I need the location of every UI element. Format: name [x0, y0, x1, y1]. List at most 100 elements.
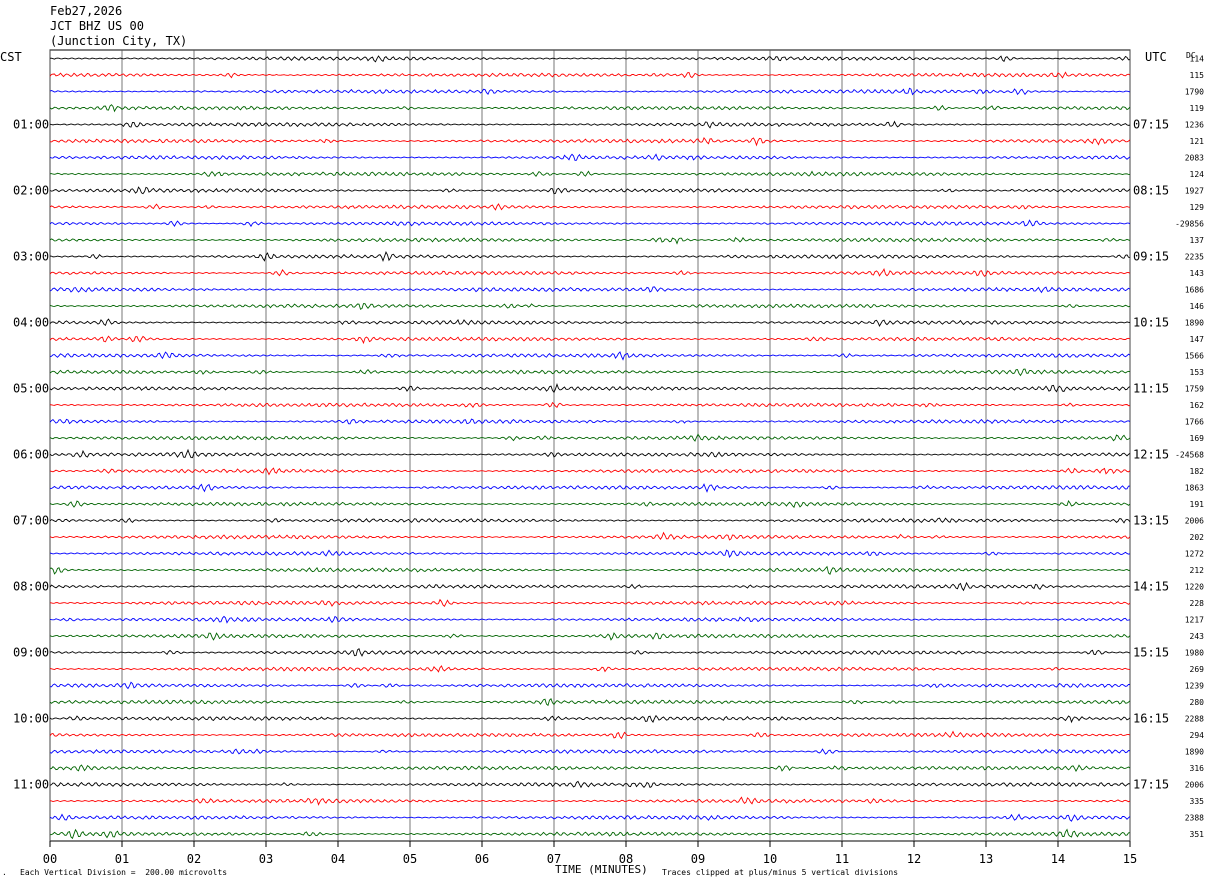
seismic-trace [49, 120, 1131, 129]
seismic-trace [49, 153, 1131, 161]
dc-offset-label: 269 [1190, 665, 1205, 674]
seismic-trace [49, 665, 1131, 673]
dc-offset-label: 316 [1190, 764, 1205, 773]
seismic-trace [49, 581, 1131, 592]
seismic-trace [49, 303, 1131, 310]
dc-offset-label: 1863 [1185, 484, 1204, 493]
seismic-trace [49, 517, 1131, 524]
seismic-trace [49, 368, 1131, 377]
seismic-trace [49, 647, 1131, 657]
cst-hour-label: 09:00 [13, 646, 49, 660]
dc-offset-label: 191 [1190, 500, 1205, 509]
utc-hour-label: 12:15 [1133, 448, 1169, 462]
dc-offset-label: 153 [1190, 368, 1205, 377]
x-tick-label: 01 [115, 852, 129, 866]
seismic-trace [49, 351, 1131, 361]
x-tick-label: 08 [619, 852, 633, 866]
dc-offset-label: 1890 [1185, 319, 1204, 328]
vertical-scale-note: Each Vertical Division = 200.00 microvol… [20, 868, 228, 877]
x-tick-label: 14 [1051, 852, 1065, 866]
dc-offset-label: 1239 [1185, 682, 1204, 691]
dc-offset-label: 1759 [1185, 385, 1204, 394]
corner-mark: . [2, 868, 7, 877]
seismic-trace [49, 615, 1131, 624]
x-tick-label: 15 [1123, 852, 1137, 866]
dc-offset-label: 1220 [1185, 583, 1204, 592]
utc-hour-label: 07:15 [1133, 118, 1169, 132]
utc-hour-label: 17:15 [1133, 778, 1169, 792]
dc-offset-label: 2083 [1185, 154, 1204, 163]
utc-axis-title: UTC [1145, 50, 1167, 64]
dc-offset-label: 243 [1190, 632, 1205, 641]
x-tick-label: 12 [907, 852, 921, 866]
seismic-trace [49, 483, 1131, 493]
dc-offset-label: 1217 [1185, 616, 1204, 625]
dc-offset-label: 169 [1190, 434, 1205, 443]
seismic-trace [49, 286, 1131, 294]
seismic-trace [49, 382, 1131, 394]
seismic-trace [49, 796, 1131, 806]
utc-hour-label: 10:15 [1133, 316, 1169, 330]
seismic-trace [49, 87, 1131, 96]
utc-hour-label: 11:15 [1133, 382, 1169, 396]
dc-offset-label: 129 [1190, 203, 1205, 212]
dc-offset-label: 202 [1190, 533, 1205, 542]
cst-hour-label: 07:00 [13, 514, 49, 528]
seismic-trace [49, 698, 1131, 707]
dc-offset-label: 121 [1190, 137, 1205, 146]
cst-hour-label: 10:00 [13, 712, 49, 726]
seismic-trace [49, 828, 1131, 840]
dc-offset-label: 114 [1190, 55, 1205, 64]
x-tick-label: 13 [979, 852, 993, 866]
x-tick-label: 11 [835, 852, 849, 866]
plot-date: Feb27,2026 [50, 4, 123, 18]
seismic-trace [49, 219, 1131, 228]
seismic-trace [49, 104, 1131, 113]
dc-offset-label: 1566 [1185, 352, 1204, 361]
dc-offset-label: 1236 [1185, 121, 1204, 130]
dc-offset-label: 147 [1190, 335, 1205, 344]
dc-offset-label: 2006 [1185, 781, 1204, 790]
dc-column-title: DC [1186, 51, 1196, 60]
dc-offset-label: 1890 [1185, 748, 1204, 757]
dc-offset-label: 119 [1190, 104, 1205, 113]
dc-offset-label: 137 [1190, 236, 1205, 245]
seismic-trace [49, 236, 1131, 245]
dc-offset-label: 143 [1190, 269, 1205, 278]
seismic-trace [49, 335, 1131, 345]
station-code: JCT BHZ US 00 [50, 19, 144, 33]
seismic-trace [49, 170, 1131, 177]
x-tick-label: 07 [547, 852, 561, 866]
seismic-trace [49, 730, 1131, 740]
dc-offset-label: 351 [1190, 830, 1205, 839]
x-tick-label: 10 [763, 852, 777, 866]
seismic-trace [49, 499, 1131, 509]
dc-offset-label: 2235 [1185, 253, 1204, 262]
seismic-trace [49, 549, 1131, 559]
dc-offset-label: 1927 [1185, 187, 1204, 196]
seismic-trace [49, 268, 1131, 278]
seismic-trace [49, 136, 1131, 147]
dc-offset-label: 1790 [1185, 88, 1204, 97]
seismic-trace [49, 565, 1131, 575]
cst-hour-label: 04:00 [13, 316, 49, 330]
x-tick-label: 02 [187, 852, 201, 866]
cst-hour-label: 01:00 [13, 118, 49, 132]
dc-offset-label: 335 [1190, 797, 1205, 806]
dc-offset-label: 280 [1190, 698, 1205, 707]
seismic-trace [49, 418, 1131, 425]
seismic-trace [49, 55, 1131, 63]
seismic-trace [49, 780, 1131, 789]
cst-hour-label: 02:00 [13, 184, 49, 198]
dc-offset-label: 2288 [1185, 715, 1204, 724]
seismic-trace [49, 813, 1131, 822]
dc-offset-label: 1980 [1185, 649, 1204, 658]
utc-hour-label: 08:15 [1133, 184, 1169, 198]
dc-offset-label: 115 [1190, 71, 1205, 80]
seismic-trace [49, 714, 1131, 724]
seismic-trace [49, 448, 1131, 459]
dc-offset-label: 162 [1190, 401, 1205, 410]
x-tick-label: 03 [259, 852, 273, 866]
cst-hour-label: 11:00 [13, 778, 49, 792]
